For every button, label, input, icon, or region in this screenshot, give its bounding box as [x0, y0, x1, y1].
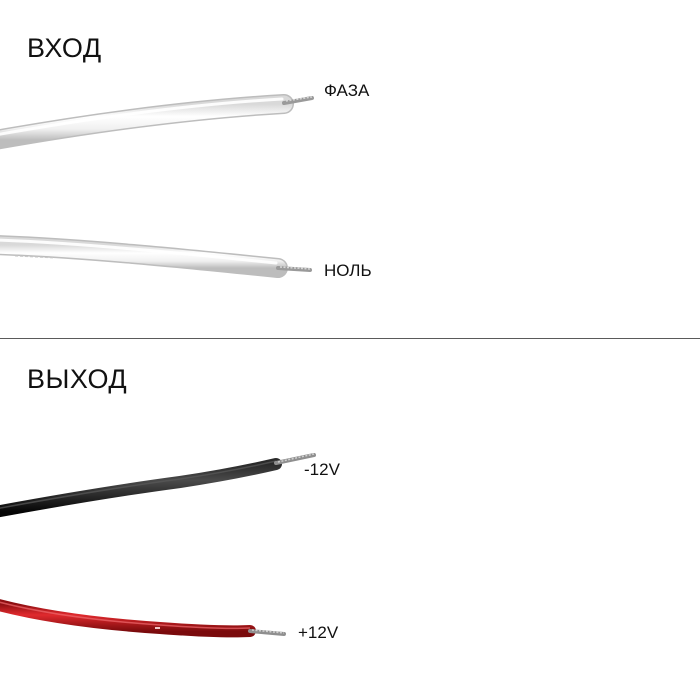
phase-label: ФАЗА [324, 81, 370, 100]
phase-wire [0, 94, 314, 150]
negative-wire-tip [274, 453, 316, 465]
phase-wire-tip [282, 96, 314, 105]
input-section-title: ВХОД [27, 33, 102, 63]
neutral-wire-tip [276, 266, 312, 272]
positive-wire [0, 599, 286, 638]
section-divider [0, 338, 700, 339]
output-section-title: ВЫХОД [27, 364, 128, 394]
positive-wire-tip [248, 629, 286, 636]
neutral-label: НОЛЬ [324, 261, 372, 280]
negative-wire [0, 453, 316, 518]
positive-12v-label: +12V [298, 623, 339, 642]
neutral-wire [0, 235, 312, 278]
negative-12v-label: -12V [304, 460, 340, 479]
